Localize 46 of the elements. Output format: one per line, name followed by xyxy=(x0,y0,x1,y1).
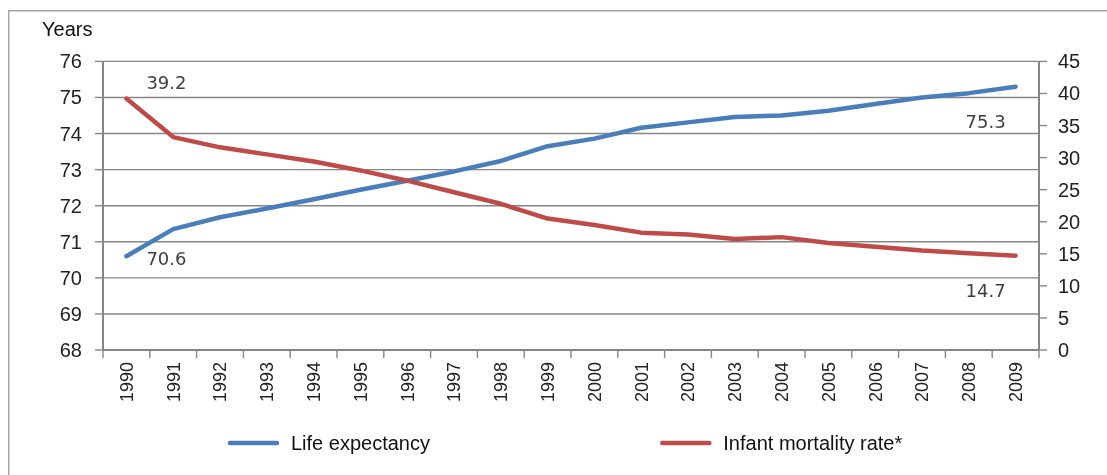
x-tick-label: 2007 xyxy=(912,362,933,403)
x-tick-label: 2004 xyxy=(771,362,792,403)
x-tick-label: 1991 xyxy=(163,362,184,403)
y2-tick-label: 45 xyxy=(1058,50,1081,73)
x-tick-label: 1998 xyxy=(491,362,512,403)
x-tick-label: 2005 xyxy=(818,362,839,403)
y-axis-title: Years xyxy=(42,18,93,40)
data-label: 39.2 xyxy=(146,71,187,93)
x-tick-label: 2008 xyxy=(959,362,980,403)
x-tick-label: 1994 xyxy=(303,362,324,403)
legend-label: Life expectancy xyxy=(291,432,430,454)
y-tick-label: 75 xyxy=(59,86,82,109)
y2-tick-label: 0 xyxy=(1058,339,1070,361)
y2-tick-label: 10 xyxy=(1058,274,1081,297)
y2-tick-label: 25 xyxy=(1058,178,1081,201)
x-tick-label: 2001 xyxy=(631,362,652,403)
y2-tick-label: 30 xyxy=(1058,146,1081,169)
x-tick-label: 1993 xyxy=(257,362,278,403)
x-tick-label: 2002 xyxy=(678,362,699,403)
legend-label: Infant mortality rate* xyxy=(723,432,903,454)
x-tick-label: 2000 xyxy=(584,362,605,403)
x-tick-label: 1992 xyxy=(210,362,231,403)
y2-tick-label: 40 xyxy=(1058,82,1081,105)
y-tick-label: 68 xyxy=(59,339,82,361)
y2-tick-label: 20 xyxy=(1058,210,1081,233)
data-label: 70.6 xyxy=(146,248,187,270)
x-tick-label: 1999 xyxy=(537,362,558,403)
x-tick-label: 2006 xyxy=(865,362,886,403)
x-tick-label: 1990 xyxy=(116,362,137,403)
y-tick-label: 73 xyxy=(59,158,82,181)
y-tick-label: 74 xyxy=(59,122,82,145)
y-tick-label: 70 xyxy=(59,266,82,289)
x-tick-label: 2003 xyxy=(725,362,746,403)
data-label: 75.3 xyxy=(965,110,1006,132)
y-tick-label: 72 xyxy=(59,194,82,217)
y-tick-label: 71 xyxy=(59,230,82,253)
y2-tick-label: 5 xyxy=(1058,306,1070,329)
x-tick-label: 1997 xyxy=(444,362,465,403)
y-tick-label: 76 xyxy=(59,50,82,73)
y-tick-label: 69 xyxy=(59,302,82,325)
data-label: 14.7 xyxy=(965,279,1006,301)
x-tick-label: 2009 xyxy=(1005,362,1026,403)
y2-tick-label: 15 xyxy=(1058,242,1081,265)
y2-tick-label: 35 xyxy=(1058,114,1081,137)
x-tick-label: 1996 xyxy=(397,362,418,403)
x-tick-label: 1995 xyxy=(350,362,371,403)
